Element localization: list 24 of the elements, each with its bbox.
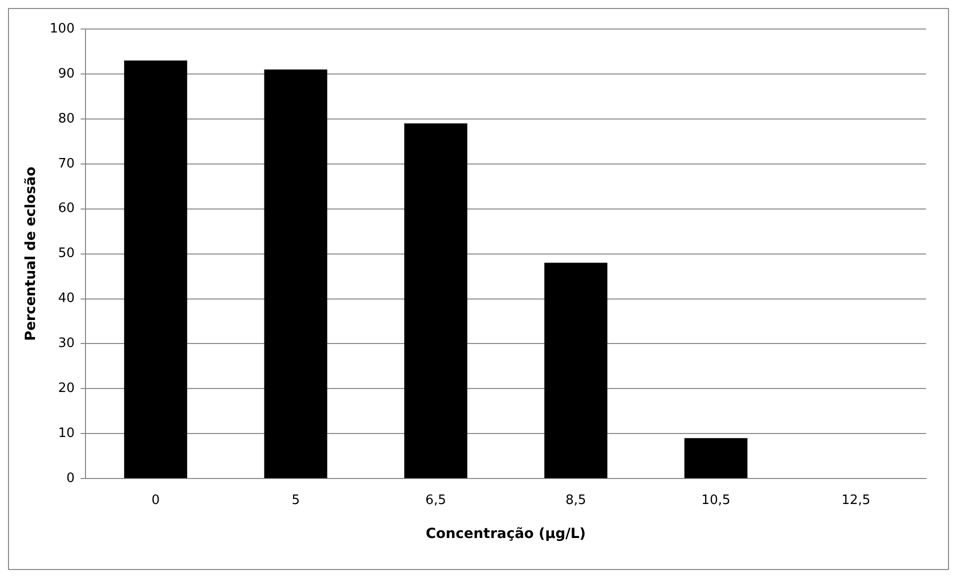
y-axis-title: Percentual de eclosão xyxy=(23,166,40,341)
y-tick-label: 100 xyxy=(50,21,75,36)
x-axis-title: Concentração (µg/L) xyxy=(426,526,586,542)
x-tick-label: 6,5 xyxy=(425,492,446,508)
bar xyxy=(124,60,188,478)
y-tick-label: 90 xyxy=(58,66,75,82)
y-tick-label: 40 xyxy=(58,291,75,306)
y-tick-label: 50 xyxy=(58,246,75,262)
y-tick-label: 20 xyxy=(58,381,75,396)
x-tick-label: 10,5 xyxy=(701,492,730,508)
bar xyxy=(264,69,328,478)
bar xyxy=(404,123,468,478)
y-tick-label: 30 xyxy=(58,336,75,352)
bar xyxy=(544,262,608,478)
x-tick-label: 8,5 xyxy=(565,492,586,508)
x-tick-label: 5 xyxy=(292,492,300,508)
y-tick-label: 10 xyxy=(58,426,75,442)
x-tick-label: 12,5 xyxy=(841,492,870,508)
bar xyxy=(684,438,748,478)
y-tick-label: 0 xyxy=(66,470,75,486)
y-tick-label: 70 xyxy=(58,156,75,172)
y-tick-label: 80 xyxy=(58,111,75,126)
x-tick-label: 0 xyxy=(152,492,160,508)
y-tick-label: 60 xyxy=(58,201,75,216)
